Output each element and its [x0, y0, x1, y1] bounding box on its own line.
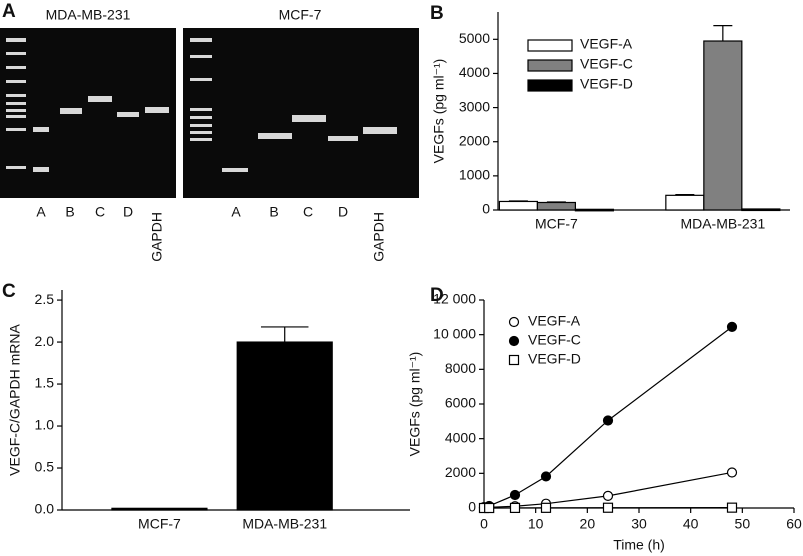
- y-tick-label: 0: [482, 201, 490, 217]
- x-tick-label: 50: [735, 516, 751, 532]
- y-tick-label: 8000: [445, 360, 476, 376]
- x-tick-label: 30: [631, 516, 647, 532]
- lane-label: A: [36, 204, 46, 220]
- y-tick-label: 1.0: [35, 417, 55, 433]
- y-axis-label: VEGF-C/GAPDH mRNA: [7, 324, 23, 476]
- bar: [665, 194, 705, 211]
- bar: [498, 200, 538, 211]
- x-tick-label: MDA-MB-231: [680, 216, 765, 232]
- y-tick-label: 5000: [459, 30, 490, 46]
- y-tick-label: 4000: [445, 429, 476, 445]
- point: [509, 502, 521, 514]
- point: [602, 502, 614, 513]
- y-tick-label: 0: [468, 499, 476, 515]
- panel-label: D: [430, 285, 444, 306]
- y-tick-label: 3000: [459, 98, 490, 114]
- lane-label: B: [269, 204, 278, 220]
- bar: [236, 341, 333, 511]
- y-tick-label: 1.5: [35, 375, 55, 391]
- gel-title: MDA-MB-231: [46, 7, 131, 23]
- x-tick-label: 20: [580, 516, 596, 532]
- error-bar: [508, 200, 528, 202]
- x-axis-label: Time (h): [613, 537, 665, 553]
- y-tick-label: 2.0: [35, 333, 55, 349]
- x-tick-label: 10: [528, 516, 544, 532]
- y-tick-label: 4000: [459, 64, 490, 80]
- point: [540, 502, 552, 513]
- bar: [111, 507, 208, 511]
- point: [726, 321, 738, 332]
- x-tick-label: 60: [786, 516, 802, 532]
- legend-marker: [508, 335, 520, 347]
- point: [602, 490, 614, 501]
- legend-label: VEGF-C: [580, 56, 633, 72]
- bar: [741, 208, 781, 212]
- legend-swatch: [527, 39, 573, 52]
- legend-label: VEGF-D: [528, 351, 581, 367]
- legend-label: VEGF-A: [528, 313, 581, 329]
- point: [726, 467, 738, 478]
- lane-label: C: [303, 204, 313, 220]
- panel-label: A: [2, 1, 16, 22]
- lane-label: D: [338, 204, 348, 220]
- legend-swatch: [527, 79, 573, 92]
- error-bar: [260, 326, 309, 343]
- y-tick-label: 10 000: [433, 325, 476, 341]
- y-tick-label: 2000: [459, 132, 490, 148]
- error-bar: [713, 25, 733, 42]
- legend-marker: [508, 316, 520, 328]
- gel-title: MCF-7: [279, 7, 322, 23]
- y-tick-label: 1000: [459, 167, 490, 183]
- legend-label: VEGF-C: [528, 332, 581, 348]
- lane-label: A: [231, 204, 241, 220]
- x-tick-label: MCF-7: [138, 516, 181, 532]
- y-tick-label: 12 000: [433, 291, 476, 307]
- x-tick-label: MCF-7: [535, 216, 578, 232]
- panel-label: B: [430, 3, 444, 24]
- x-tick-label: MDA-MB-231: [242, 516, 327, 532]
- lane-label: D: [123, 204, 133, 220]
- point: [484, 502, 495, 514]
- lane-label: B: [65, 204, 74, 220]
- y-axis-label: VEGFs (pg ml⁻¹): [431, 59, 447, 164]
- point: [540, 471, 552, 482]
- error-bar: [546, 201, 566, 203]
- legend-swatch: [527, 59, 573, 72]
- error-bar: [675, 194, 695, 196]
- line: [483, 471, 733, 509]
- y-tick-label: 2000: [445, 464, 476, 480]
- lane-label: GAPDH: [371, 212, 387, 262]
- legend-marker: [508, 354, 520, 366]
- point: [602, 415, 614, 426]
- y-tick-label: 0.5: [35, 459, 55, 475]
- legend-label: VEGF-D: [580, 76, 633, 92]
- lane-label: C: [95, 204, 105, 220]
- point: [726, 502, 738, 513]
- x-tick-label: 0: [480, 516, 488, 532]
- panel-label: C: [2, 281, 16, 302]
- bar: [536, 201, 577, 211]
- lane-label: GAPDH: [149, 212, 165, 262]
- y-axis-label: VEGFs (pg ml⁻¹): [407, 352, 423, 457]
- y-tick-label: 6000: [445, 395, 476, 411]
- gel-image: [0, 28, 419, 198]
- bar: [574, 208, 615, 212]
- x-tick-label: 40: [683, 516, 699, 532]
- legend-label: VEGF-A: [580, 36, 633, 52]
- y-tick-label: 0.0: [35, 501, 55, 517]
- point: [509, 489, 521, 501]
- y-tick-label: 2.5: [35, 291, 55, 307]
- bar: [703, 40, 743, 211]
